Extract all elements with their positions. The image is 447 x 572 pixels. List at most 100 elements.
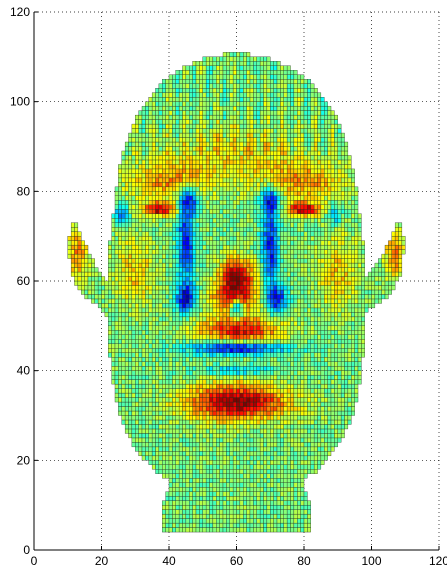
mesh-cell <box>121 276 126 282</box>
mesh-cell <box>317 415 322 421</box>
mesh-cell <box>219 222 224 228</box>
mesh-cell <box>185 518 190 524</box>
mesh-cell <box>263 209 268 214</box>
mesh-cell <box>259 235 264 241</box>
mesh-cell <box>313 348 318 353</box>
mesh-cell <box>135 213 139 219</box>
mesh-cell <box>175 446 180 452</box>
mesh-cell <box>256 473 261 479</box>
mesh-cell <box>189 271 193 277</box>
mesh-cell <box>138 294 143 300</box>
mesh-cell <box>114 271 119 277</box>
mesh-cell <box>205 276 210 282</box>
mesh-cell <box>324 227 328 232</box>
mesh-cell <box>189 258 193 264</box>
mesh-cell <box>324 392 328 398</box>
mesh-cell <box>401 240 406 246</box>
mesh-cell <box>118 276 122 282</box>
mesh-cell <box>236 433 241 439</box>
mesh-cell <box>141 262 146 268</box>
mesh-cell <box>307 415 311 421</box>
mesh-cell <box>344 218 349 223</box>
mesh-cell <box>216 410 220 416</box>
mesh-cell <box>307 500 311 506</box>
mesh-cell <box>209 316 214 322</box>
mesh-cell <box>266 262 271 268</box>
mesh-cell <box>111 213 116 219</box>
mesh-cell <box>165 271 170 277</box>
mesh-cell <box>239 487 244 492</box>
mesh-cell <box>81 289 85 295</box>
mesh-cell <box>243 213 247 219</box>
mesh-cell <box>168 307 173 313</box>
mesh-cell <box>273 334 278 340</box>
mesh-cell <box>303 383 308 389</box>
mesh-cell <box>270 460 274 465</box>
mesh-cell <box>324 428 328 434</box>
mesh-cell <box>266 469 271 474</box>
mesh-cell <box>340 379 345 385</box>
mesh-cell <box>300 339 305 344</box>
mesh-cell <box>256 513 261 519</box>
mesh-cell <box>162 419 166 425</box>
mesh-cell <box>165 235 170 241</box>
mesh-cell <box>135 401 139 407</box>
mesh-cell <box>236 491 241 497</box>
mesh-cell <box>178 491 183 497</box>
mesh-cell <box>286 428 291 434</box>
mesh-cell <box>162 464 166 470</box>
mesh-cell <box>320 312 325 318</box>
mesh-cell <box>280 518 284 524</box>
mesh-cell <box>199 379 203 385</box>
mesh-cell <box>300 370 305 376</box>
mesh-cell <box>337 352 342 358</box>
mesh-cell <box>256 442 261 448</box>
mesh-cell <box>216 428 220 434</box>
mesh-cell <box>320 334 325 340</box>
mesh-cell <box>246 276 251 282</box>
mesh-cell <box>219 352 224 358</box>
mesh-cell <box>313 249 318 255</box>
mesh-cell <box>148 222 153 228</box>
mesh-cell <box>226 473 230 479</box>
mesh-cell <box>276 258 281 264</box>
mesh-cell <box>357 343 362 349</box>
mesh-cell <box>344 312 349 318</box>
mesh-cell <box>313 258 318 264</box>
mesh-cell <box>141 428 146 434</box>
mesh-cell <box>168 504 173 510</box>
mesh-cell <box>307 235 311 241</box>
mesh-cell <box>320 460 325 465</box>
mesh-cell <box>300 249 305 255</box>
mesh-cell <box>205 392 210 398</box>
mesh-cell <box>266 401 271 407</box>
mesh-cell <box>300 428 305 434</box>
mesh-cell <box>280 339 284 344</box>
mesh-cell <box>205 383 210 389</box>
mesh-cell <box>307 419 311 425</box>
mesh-cell <box>70 262 75 268</box>
mesh-cell <box>222 469 227 474</box>
mesh-cell <box>266 415 271 421</box>
mesh-cell <box>124 280 129 286</box>
mesh-cell <box>195 312 200 318</box>
mesh-cell <box>334 276 338 282</box>
mesh-cell <box>178 307 183 313</box>
mesh-cell <box>249 424 254 430</box>
mesh-cell <box>246 500 251 506</box>
mesh-cell <box>324 213 328 219</box>
mesh-cell <box>303 262 308 268</box>
mesh-cell <box>286 455 291 461</box>
mesh-cell <box>209 289 214 295</box>
mesh-cell <box>330 222 335 228</box>
mesh-cell <box>243 428 247 434</box>
mesh-cell <box>178 437 183 443</box>
mesh-cell <box>249 482 254 488</box>
mesh-cell <box>165 473 170 479</box>
mesh-cell <box>243 473 247 479</box>
mesh-cell <box>239 496 244 501</box>
mesh-cell <box>256 330 261 335</box>
mesh-cell <box>324 433 328 439</box>
mesh-cell <box>243 280 247 286</box>
mesh-cell <box>182 209 187 214</box>
